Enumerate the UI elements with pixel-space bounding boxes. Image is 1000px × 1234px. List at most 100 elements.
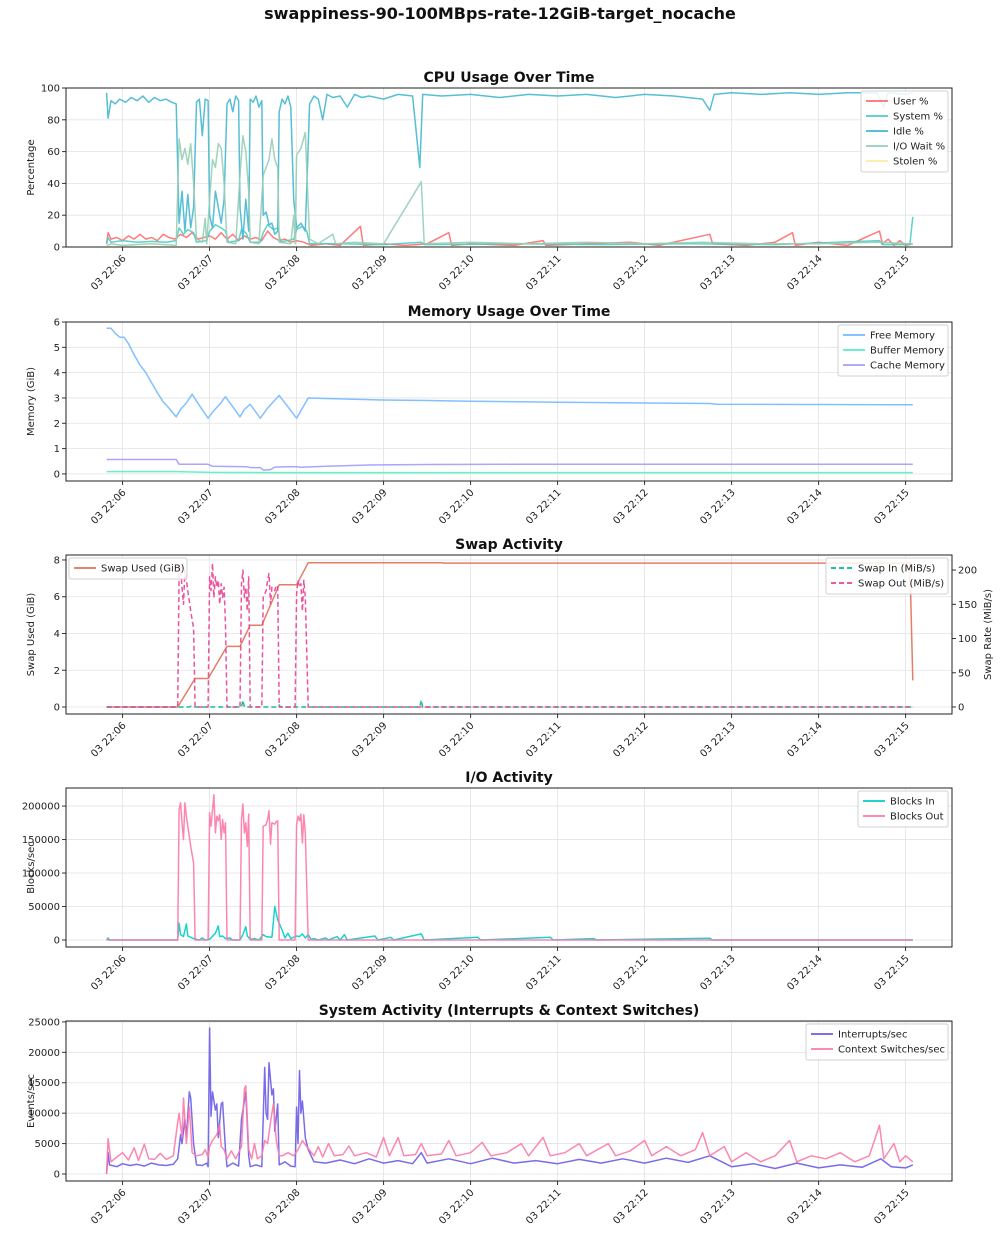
x-tick-label: 03 22:11 (524, 487, 563, 526)
legend-label: Context Switches/sec (838, 1045, 945, 1056)
x-tick-label: 03 22:11 (524, 720, 563, 759)
series-line-i-o-wait (106, 131, 913, 247)
series-group (106, 327, 913, 474)
x-tick-label: 03 22:08 (263, 487, 302, 526)
y-axis-label: Swap Used (GiB) (26, 593, 37, 677)
legend-label: Stolen % (893, 157, 937, 168)
y-tick-label: 100000 (22, 869, 60, 880)
x-tick-label: 03 22:12 (611, 253, 650, 292)
x-tick-label: 03 22:12 (611, 487, 650, 526)
plot-area (66, 788, 952, 947)
y-tick-label: 2 (54, 419, 60, 430)
legend-label: Idle % (893, 127, 924, 138)
legend-label: Blocks Out (890, 812, 944, 823)
x-tick-label: 03 22:13 (698, 720, 737, 759)
x-tick-label: 03 22:14 (785, 487, 824, 526)
y-axis-label: Blocks/sec (26, 841, 37, 894)
subplot-title: I/O Activity (465, 770, 552, 786)
legend-box (825, 557, 949, 595)
y-tick-label: 100 (41, 84, 60, 95)
series-line-blocks-out (106, 793, 913, 941)
subplot-title: System Activity (Interrupts & Context Sw… (319, 1003, 700, 1019)
x-tick-label: 03 22:15 (872, 720, 911, 759)
x-tick-label: 03 22:11 (524, 953, 563, 992)
series-group (106, 561, 914, 708)
legend: Free Memory Buffer Memory Cache Memory (837, 324, 949, 377)
x-tick-label: 03 22:07 (176, 487, 215, 526)
subplot-1: 0 1 2 3 4 5 6 03 22:06 03 22:07 03 22:08 03 22:09 0… (26, 304, 953, 527)
y2-tick-label: 0 (958, 703, 964, 714)
y-axis-label: Memory (GiB) (26, 367, 37, 436)
legend-label: Cache Memory (870, 361, 945, 372)
x-tick-label: 03 22:10 (437, 953, 476, 992)
series-line-system (105, 216, 914, 246)
series-group (105, 92, 914, 247)
legend-label: Buffer Memory (870, 346, 944, 357)
y-tick-label: 4 (54, 368, 60, 379)
x-tick-label: 03 22:06 (89, 1187, 128, 1226)
legend-label: Swap In (MiB/s) (858, 564, 935, 575)
y-tick-label: 0 (54, 935, 60, 946)
y-tick-label: 5 (54, 343, 60, 354)
y-tick-label: 6 (54, 318, 60, 329)
series-group (105, 1027, 914, 1175)
x-tick-label: 03 22:09 (350, 953, 389, 992)
series-line-context-switches-sec (105, 1085, 914, 1175)
legend: Swap In (MiB/s) Swap Out (MiB/s) (825, 557, 949, 595)
x-tick-label: 03 22:12 (611, 1187, 650, 1226)
x-tick-label: 03 22:08 (263, 253, 302, 292)
legend-label: Free Memory (870, 331, 935, 342)
y-tick-label: 5000 (35, 1139, 60, 1150)
series-line-swap-used-gib (106, 561, 914, 708)
y-axis-label: Percentage (26, 139, 37, 195)
y-tick-label: 3 (54, 393, 60, 404)
legend-label: Swap Out (MiB/s) (858, 579, 944, 590)
legend-box (837, 324, 949, 377)
axes-frame (65, 787, 953, 948)
x-tick-label: 03 22:14 (785, 720, 824, 759)
x-tick-label: 03 22:12 (611, 720, 650, 759)
legend-label: Swap Used (GiB) (101, 564, 185, 575)
x-tick-label: 03 22:13 (698, 953, 737, 992)
y-tick-label: 60 (47, 147, 60, 158)
y-tick-label: 80 (47, 115, 60, 126)
x-tick-label: 03 22:11 (524, 1187, 563, 1226)
x-tick-label: 03 22:10 (437, 253, 476, 292)
x-tick-label: 03 22:11 (524, 253, 563, 292)
y-tick-label: 0 (54, 703, 60, 714)
subplot-0: 0 20 40 60 80 100 03 22:06 03 22:07 03 22:08 03 2… (26, 70, 953, 293)
x-tick-label: 03 22:13 (698, 253, 737, 292)
subplot-title: Memory Usage Over Time (408, 304, 611, 320)
series-group (105, 793, 913, 941)
x-tick-label: 03 22:09 (350, 1187, 389, 1226)
x-tick-label: 03 22:12 (611, 953, 650, 992)
legend: Swap Used (GiB) (68, 557, 188, 580)
axes-frame (65, 87, 953, 248)
y-tick-label: 4 (54, 629, 60, 640)
y-axis-label: Events/sec (26, 1074, 37, 1128)
x-tick-label: 03 22:13 (698, 487, 737, 526)
y2-tick-label: 200 (958, 566, 977, 577)
subplot-3: 0 50000 100000 150000 200000 03 22:06 03 22:07… (22, 770, 953, 993)
x-tick-label: 03 22:08 (263, 720, 302, 759)
y-tick-label: 6 (54, 592, 60, 603)
y-tick-label: 20000 (28, 1048, 60, 1059)
legend-box (805, 1023, 949, 1061)
subplot-2: 0 2 4 6 8 03 22:06 03 22:07 03 22:08 03 22:09 03 … (26, 537, 994, 760)
x-tick-label: 03 22:06 (89, 487, 128, 526)
y-tick-label: 50000 (28, 902, 60, 913)
legend-box (857, 790, 949, 828)
x-tick-label: 03 22:07 (176, 953, 215, 992)
x-tick-label: 03 22:06 (89, 953, 128, 992)
legend-box (68, 557, 188, 580)
y-tick-label: 15000 (28, 1078, 60, 1089)
plot-area (66, 88, 952, 247)
y-tick-label: 1 (54, 444, 60, 455)
x-tick-label: 03 22:13 (698, 1187, 737, 1226)
legend-label: System % (893, 112, 943, 123)
subplot-title: CPU Usage Over Time (423, 70, 594, 86)
y-tick-label: 0 (54, 469, 60, 480)
y-tick-label: 10000 (28, 1109, 60, 1120)
series-line-user (105, 225, 913, 247)
